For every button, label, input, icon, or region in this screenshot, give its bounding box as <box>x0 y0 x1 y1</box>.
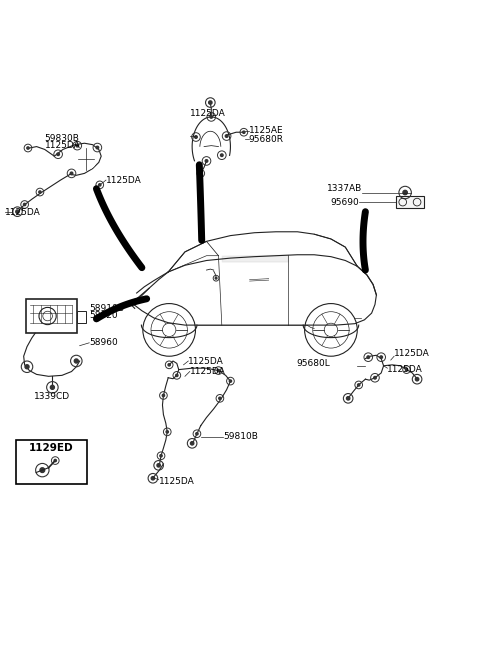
Text: 58910B: 58910B <box>89 304 124 313</box>
Circle shape <box>215 277 217 279</box>
Circle shape <box>27 147 29 149</box>
Circle shape <box>358 384 360 386</box>
Bar <box>16 440 87 485</box>
Circle shape <box>40 468 45 472</box>
Text: 1125DA: 1125DA <box>190 109 226 118</box>
Text: 59810B: 59810B <box>223 432 258 441</box>
Circle shape <box>166 431 168 433</box>
Text: 1125DA: 1125DA <box>45 141 81 150</box>
Text: 58920: 58920 <box>89 311 118 320</box>
Circle shape <box>196 432 198 435</box>
Circle shape <box>229 380 231 383</box>
Circle shape <box>200 172 202 174</box>
Text: 59830B: 59830B <box>45 134 80 143</box>
Circle shape <box>210 116 213 118</box>
Text: 95680L: 95680L <box>297 359 330 368</box>
Circle shape <box>50 385 54 389</box>
Text: 1125DA: 1125DA <box>190 367 226 376</box>
Circle shape <box>54 459 57 462</box>
Text: 1125DA: 1125DA <box>106 176 142 185</box>
Circle shape <box>205 160 208 162</box>
Circle shape <box>168 364 170 366</box>
Text: 95680R: 95680R <box>249 136 284 144</box>
Circle shape <box>191 441 194 445</box>
Circle shape <box>24 203 26 206</box>
Circle shape <box>70 172 73 175</box>
Text: 1125AE: 1125AE <box>249 126 283 135</box>
Circle shape <box>39 191 41 193</box>
Circle shape <box>305 303 357 356</box>
Bar <box>77 310 86 323</box>
Circle shape <box>225 135 228 138</box>
Bar <box>25 299 77 333</box>
Circle shape <box>403 191 408 195</box>
Circle shape <box>151 477 155 480</box>
Circle shape <box>75 149 96 170</box>
Circle shape <box>57 153 60 155</box>
Circle shape <box>380 356 383 358</box>
Circle shape <box>96 146 99 149</box>
Circle shape <box>217 369 220 372</box>
Text: 1125DA: 1125DA <box>4 208 40 217</box>
Circle shape <box>195 136 197 138</box>
Text: 1125DA: 1125DA <box>387 365 423 374</box>
Text: 1129ED: 1129ED <box>29 443 74 453</box>
Circle shape <box>220 154 223 157</box>
Circle shape <box>157 464 160 467</box>
Text: 1339CD: 1339CD <box>35 392 71 401</box>
Text: 1125DA: 1125DA <box>188 356 224 365</box>
Circle shape <box>219 397 221 400</box>
Circle shape <box>367 356 370 358</box>
Text: 1125DA: 1125DA <box>158 477 194 486</box>
Circle shape <box>176 374 178 377</box>
Circle shape <box>415 377 419 381</box>
Circle shape <box>406 369 408 371</box>
Circle shape <box>25 365 29 369</box>
Bar <box>396 196 424 208</box>
Circle shape <box>373 377 376 379</box>
Circle shape <box>243 131 245 134</box>
Circle shape <box>16 210 19 214</box>
Circle shape <box>76 144 79 147</box>
Circle shape <box>74 359 78 363</box>
Text: 95690: 95690 <box>330 198 359 206</box>
Circle shape <box>347 397 350 400</box>
Circle shape <box>162 394 165 397</box>
Circle shape <box>160 455 162 457</box>
Circle shape <box>209 101 212 104</box>
Text: 58960: 58960 <box>89 339 118 347</box>
Circle shape <box>98 183 101 186</box>
Text: 1125DA: 1125DA <box>394 349 430 358</box>
Text: 1337AB: 1337AB <box>327 184 362 193</box>
Circle shape <box>143 303 195 356</box>
